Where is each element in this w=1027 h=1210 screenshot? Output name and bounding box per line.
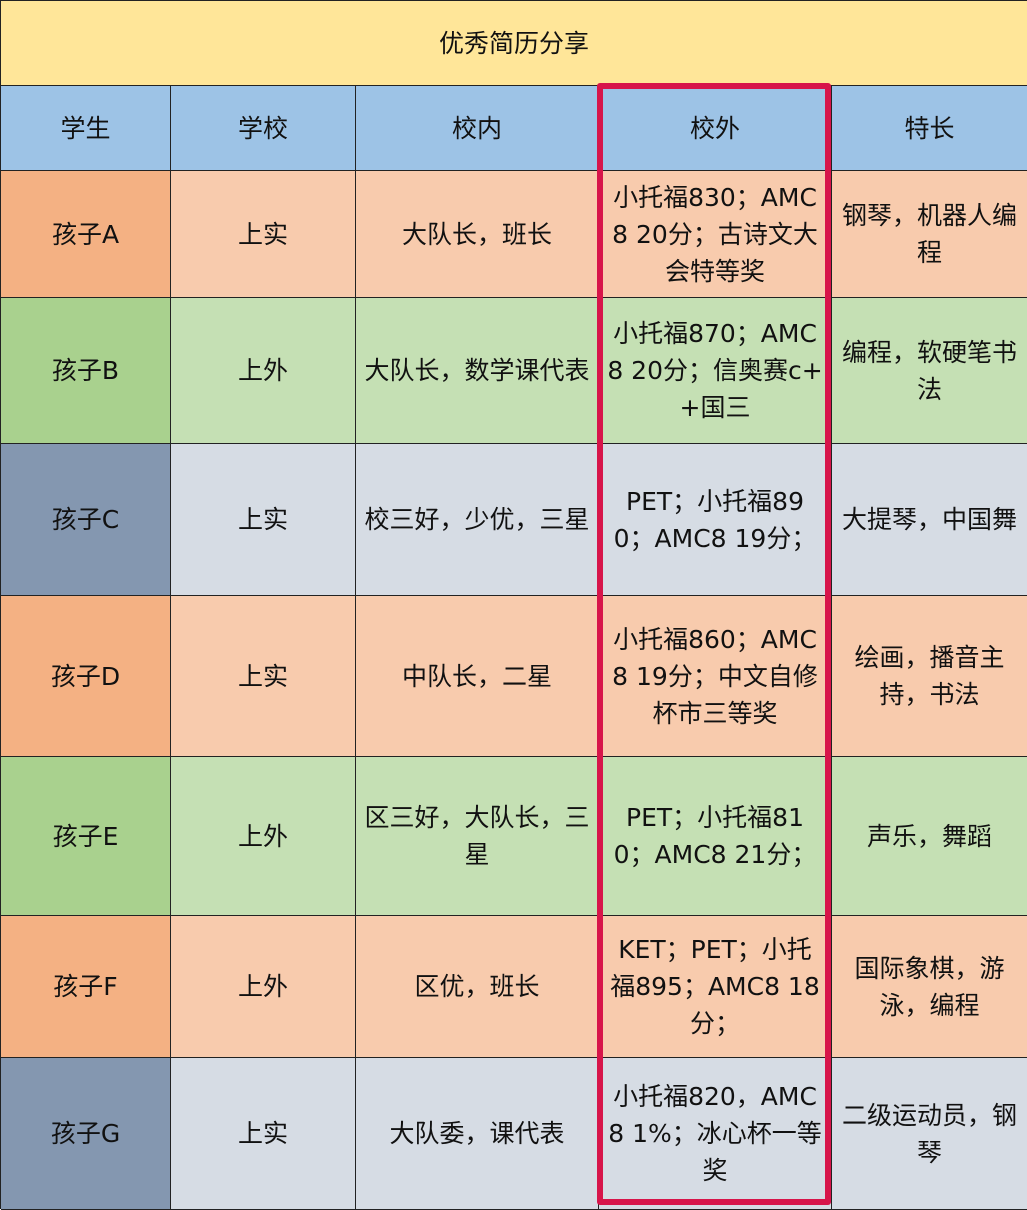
cell-internal: 区三好，大队长，三星 — [356, 757, 599, 916]
cell-internal: 校三好，少优，三星 — [356, 444, 599, 596]
cell-internal: 大队委，课代表 — [356, 1058, 599, 1210]
header-school: 学校 — [171, 86, 356, 171]
cell-student: 孩子G — [1, 1058, 171, 1210]
cell-talent: 二级运动员，钢琴 — [832, 1058, 1027, 1210]
cell-student: 孩子A — [1, 171, 171, 298]
cell-internal: 大队长，数学课代表 — [356, 298, 599, 444]
cell-school: 上外 — [171, 298, 356, 444]
cell-school: 上实 — [171, 444, 356, 596]
header-student: 学生 — [1, 86, 171, 171]
cell-external: 小托福860；AMC8 19分；中文自修杯市三等奖 — [599, 596, 832, 757]
cell-external: KET；PET；小托福895；AMC8 18分； — [599, 916, 832, 1058]
cell-talent: 绘画，播音主持，书法 — [832, 596, 1027, 757]
cell-student: 孩子F — [1, 916, 171, 1058]
table-title: 优秀简历分享 — [1, 1, 1027, 86]
cell-talent: 大提琴，中国舞 — [832, 444, 1027, 596]
cell-talent: 国际象棋，游泳，编程 — [832, 916, 1027, 1058]
cell-talent: 声乐，舞蹈 — [832, 757, 1027, 916]
cell-school: 上外 — [171, 757, 356, 916]
cell-external: PET；小托福810；AMC8 21分； — [599, 757, 832, 916]
cell-external: 小托福830；AMC8 20分；古诗文大会特等奖 — [599, 171, 832, 298]
header-talent: 特长 — [832, 86, 1027, 171]
cell-school: 上实 — [171, 596, 356, 757]
cell-internal: 中队长，二星 — [356, 596, 599, 757]
cell-internal: 大队长，班长 — [356, 171, 599, 298]
cell-student: 孩子B — [1, 298, 171, 444]
cell-external: 小托福870；AMC8 20分；信奥赛c++国三 — [599, 298, 832, 444]
cell-school: 上实 — [171, 171, 356, 298]
cell-school: 上实 — [171, 1058, 356, 1210]
cell-talent: 钢琴，机器人编程 — [832, 171, 1027, 298]
cell-school: 上外 — [171, 916, 356, 1058]
cell-external: PET；小托福890；AMC8 19分； — [599, 444, 832, 596]
cell-external: 小托福820，AMC8 1%；冰心杯一等奖 — [599, 1058, 832, 1210]
cell-talent: 编程，软硬笔书法 — [832, 298, 1027, 444]
header-internal: 校内 — [356, 86, 599, 171]
cell-internal: 区优，班长 — [356, 916, 599, 1058]
cell-student: 孩子C — [1, 444, 171, 596]
header-external: 校外 — [599, 86, 832, 171]
cell-student: 孩子D — [1, 596, 171, 757]
cell-student: 孩子E — [1, 757, 171, 916]
